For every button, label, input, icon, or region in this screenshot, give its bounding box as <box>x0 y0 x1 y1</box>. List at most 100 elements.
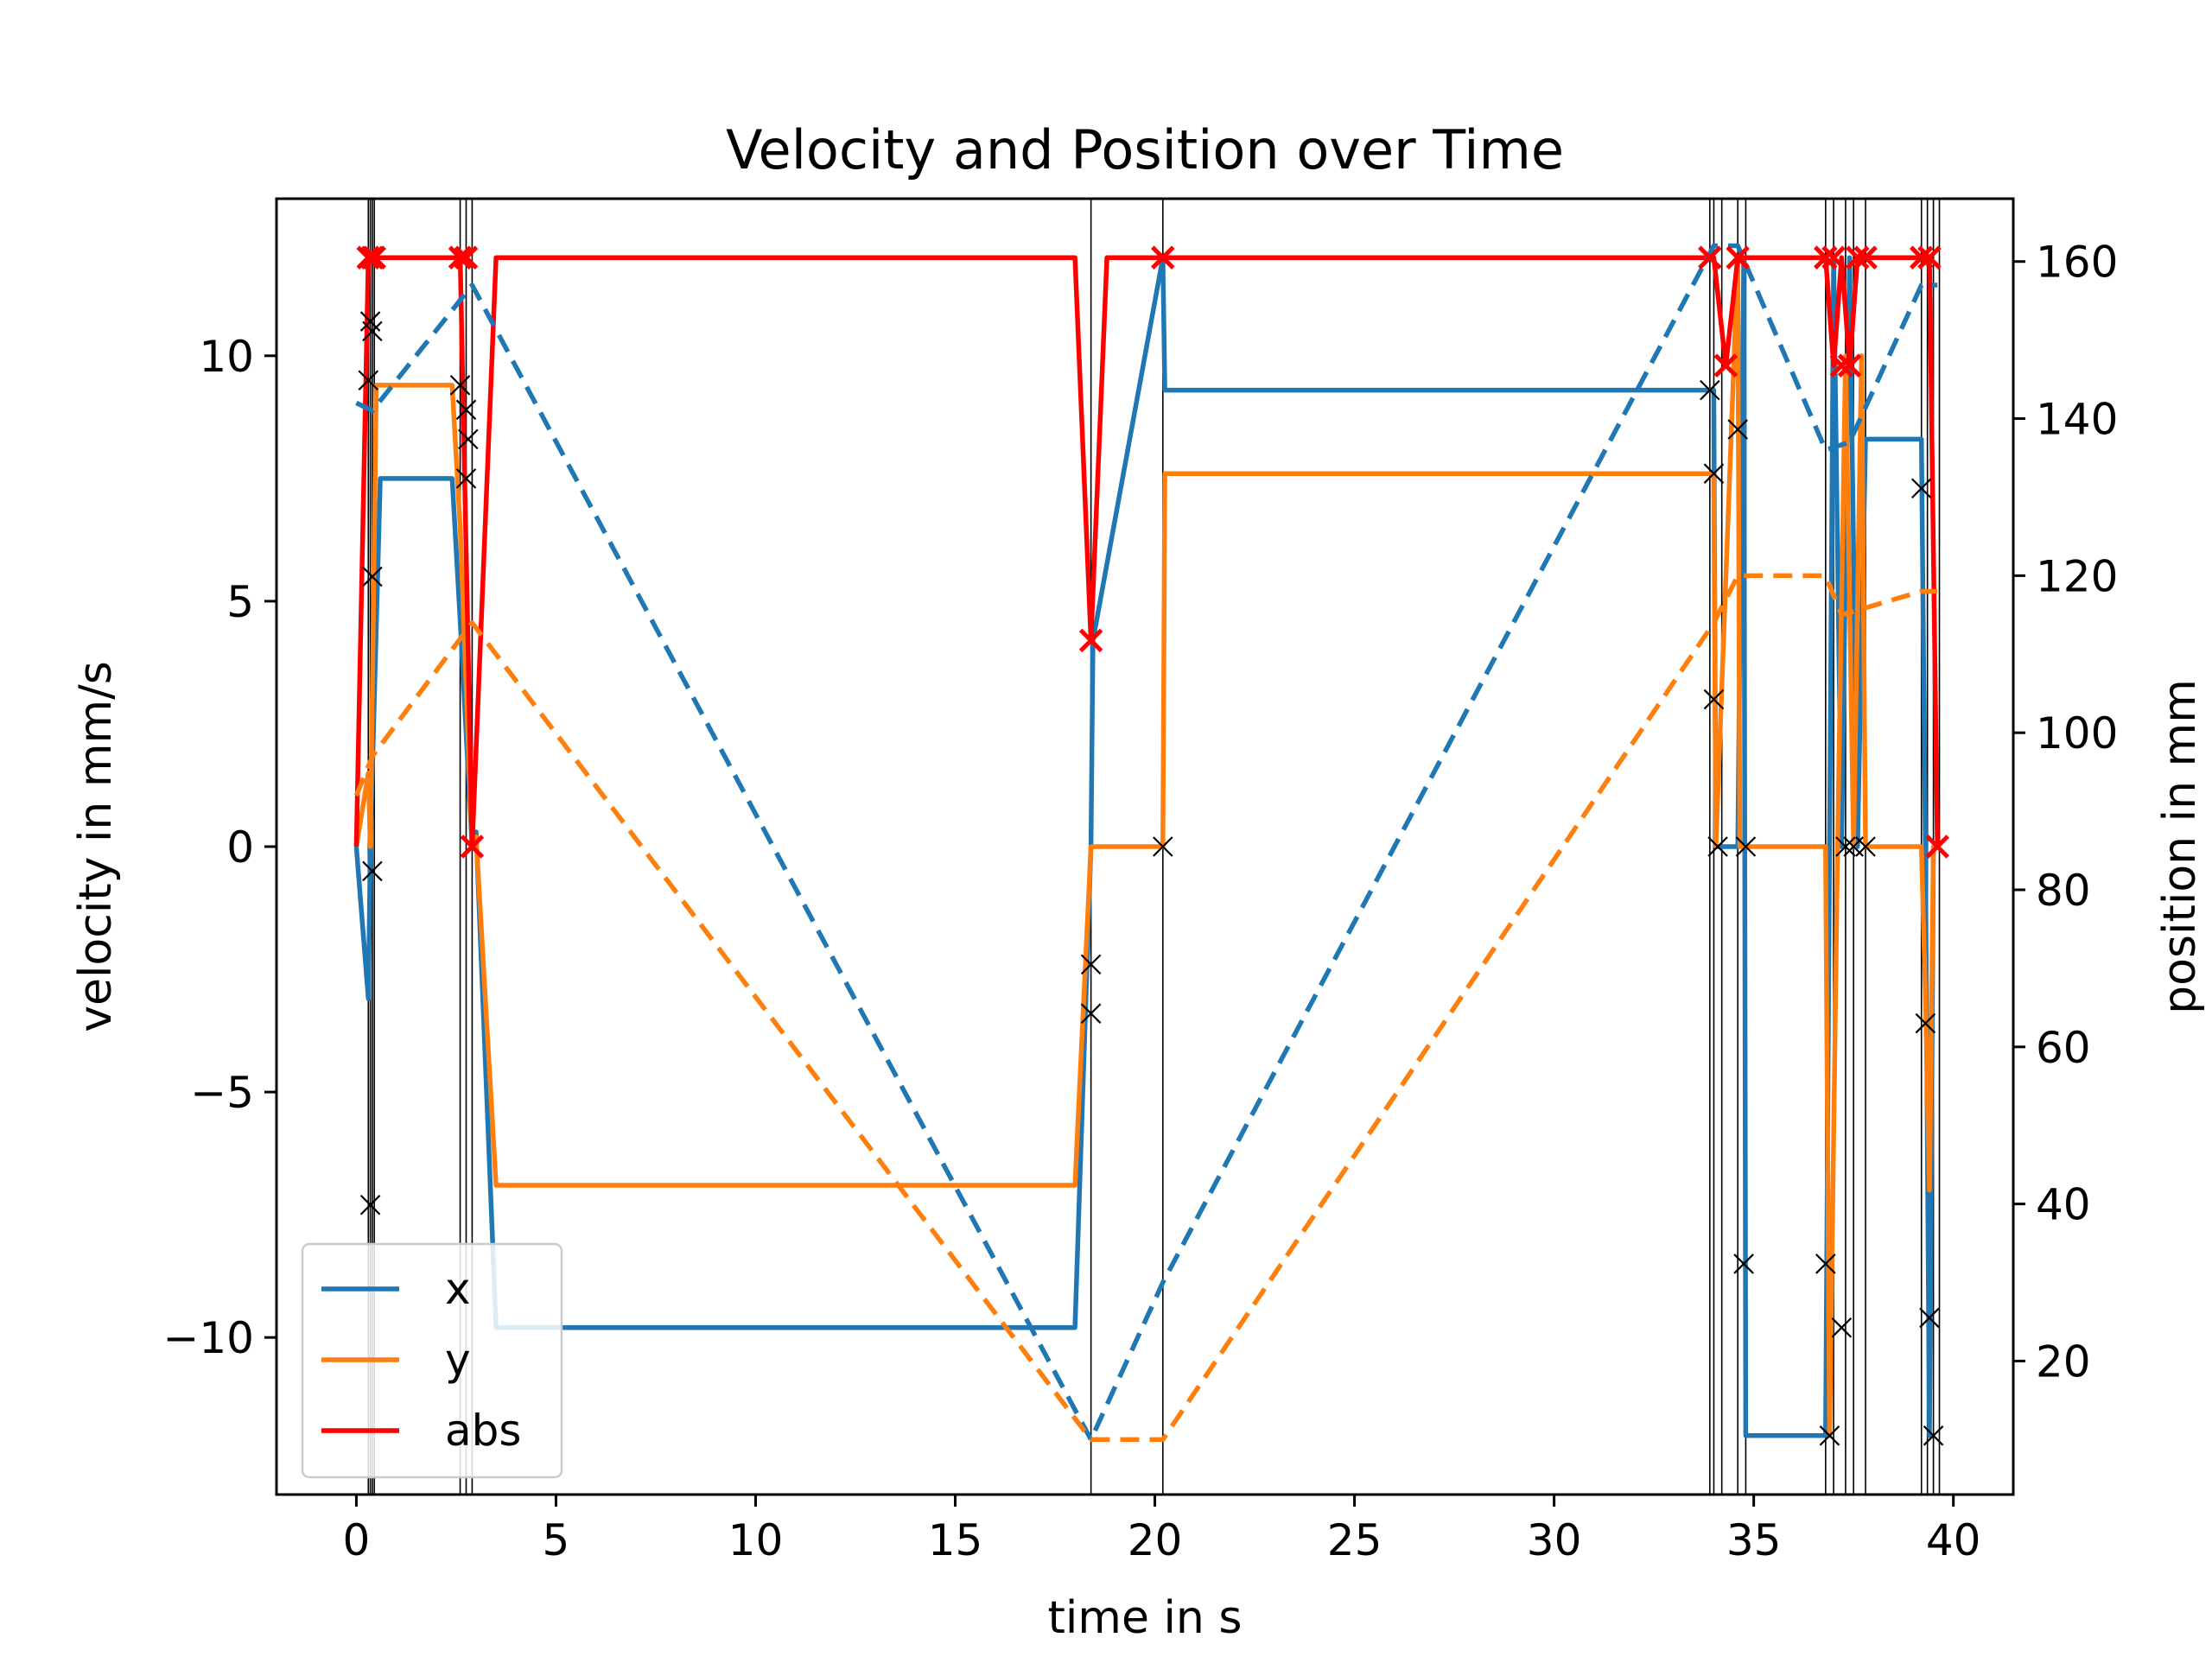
component-marker-stroke-b <box>455 399 477 421</box>
component-marker-stroke-b <box>1835 836 1856 857</box>
component-marker-stroke-b <box>1855 836 1876 857</box>
y-tick-label: 10 <box>199 332 254 382</box>
abs-marker <box>1726 245 1750 270</box>
plot-content <box>353 199 1949 1495</box>
component-marker <box>1153 836 1173 857</box>
abs-marker <box>1821 245 1846 270</box>
legend-box <box>301 1242 563 1479</box>
abs-marker-stroke-b <box>1829 353 1854 378</box>
component-marker-stroke-b <box>1831 1317 1853 1338</box>
component-marker-stroke-b <box>359 311 381 332</box>
abs-marker-stroke-b <box>1909 245 1934 270</box>
component-marker-stroke-b <box>1727 419 1748 440</box>
component-marker <box>1831 1317 1853 1338</box>
abs-marker-stroke-b <box>448 245 473 270</box>
y-axis-label: velocity in mm/s <box>70 661 122 1032</box>
component-marker <box>1703 463 1725 484</box>
component-marker <box>1819 1425 1840 1446</box>
abs-marker <box>1078 628 1103 653</box>
x-tick-label: 5 <box>543 1515 570 1565</box>
component-marker <box>455 399 477 421</box>
component-marker <box>359 1194 381 1216</box>
component-marker <box>1919 1307 1940 1329</box>
component-marker <box>458 428 479 450</box>
x-tick-label: 35 <box>1726 1515 1782 1565</box>
abs-marker-stroke-b <box>1698 245 1722 270</box>
abs-marker-stroke-b <box>362 245 386 270</box>
component-marker <box>1923 1425 1944 1446</box>
component-marker-stroke-b <box>362 566 383 587</box>
component-marker-stroke-b <box>362 860 383 882</box>
y-tick-label: 0 <box>226 822 254 873</box>
right-y-tick-label: 20 <box>2036 1336 2091 1387</box>
abs-marker <box>448 245 473 270</box>
chart-title: Velocity and Position over Time <box>726 118 1564 181</box>
abs-marker-stroke-b <box>1821 245 1846 270</box>
abs-marker <box>1713 353 1738 378</box>
component-marker-stroke-b <box>1703 689 1725 710</box>
component-marker <box>1727 419 1748 440</box>
legend-label-x: x <box>445 1264 471 1314</box>
abs-marker-stroke-b <box>1713 353 1738 378</box>
component-marker <box>362 321 383 342</box>
component-marker-stroke-b <box>358 370 379 391</box>
x-tick-label: 0 <box>343 1515 371 1565</box>
x-tick-label: 15 <box>928 1515 983 1565</box>
component-marker-stroke-b <box>1915 1012 1936 1034</box>
component-marker <box>1707 836 1728 857</box>
component-marker-stroke-b <box>1703 463 1725 484</box>
component-marker <box>362 566 383 587</box>
y-tick-label: 5 <box>226 577 254 627</box>
axes: 0 5 10 15 20 25 30 35 40 −10 −5 0 5 10 20 40 60 80 100 120 1… <box>162 238 2118 1565</box>
component-marker-stroke-b <box>1700 379 1720 401</box>
component-marker <box>1080 954 1102 975</box>
x-tick-label: 20 <box>1128 1515 1183 1565</box>
component-marker <box>1733 1254 1754 1274</box>
abs-marker <box>362 245 386 270</box>
abs-marker <box>460 835 485 859</box>
abs-marker-stroke-b <box>1078 628 1103 653</box>
abs-marker-stroke-b <box>1846 245 1870 270</box>
velocity-line-y <box>353 255 1936 1438</box>
component-marker-stroke-b <box>1080 1003 1102 1024</box>
right-y-tick-label: 40 <box>2036 1180 2091 1230</box>
component-marker-stroke-b <box>1080 954 1102 975</box>
abs-marker-stroke-b <box>1853 245 1878 270</box>
legend-label-abs: abs <box>445 1406 521 1456</box>
component-marker <box>455 468 477 489</box>
abs-marker <box>1846 245 1870 270</box>
x-axis-label: time in s <box>1047 1592 1242 1644</box>
right-y-tick-label: 60 <box>2036 1023 2091 1073</box>
abs-marker <box>1698 245 1722 270</box>
component-marker-stroke-b <box>455 468 477 489</box>
right-y-tick-label: 80 <box>2036 866 2091 916</box>
component-marker <box>449 375 471 396</box>
component-marker-stroke-b <box>458 428 479 450</box>
abs-marker <box>1837 353 1862 378</box>
abs-marker-stroke-b <box>356 245 381 270</box>
component-marker-stroke-b <box>1733 1254 1754 1274</box>
right-y-tick-label: 100 <box>2036 708 2118 759</box>
abs-marker <box>1151 245 1175 270</box>
component-marker-stroke-b <box>449 375 471 396</box>
legend-label-y: y <box>445 1335 471 1385</box>
legend: xy abs <box>301 1242 563 1479</box>
abs-marker <box>454 245 479 270</box>
abs-marker <box>356 245 381 270</box>
component-marker <box>1703 689 1725 710</box>
component-marker <box>1835 836 1856 857</box>
abs-marker <box>1853 245 1878 270</box>
abs-marker-stroke-b <box>1925 835 1949 859</box>
right-y-tick-label: 160 <box>2036 238 2118 288</box>
x-tick-label: 30 <box>1527 1515 1582 1565</box>
component-marker <box>1815 1254 1836 1274</box>
abs-marker-stroke-b <box>1837 353 1862 378</box>
right-y-tick-label: 140 <box>2036 395 2118 445</box>
component-marker <box>1735 836 1757 857</box>
component-marker-stroke-b <box>1707 836 1728 857</box>
abs-marker <box>1925 835 1949 859</box>
component-marker <box>358 370 379 391</box>
abs-marker-stroke-b <box>454 245 479 270</box>
